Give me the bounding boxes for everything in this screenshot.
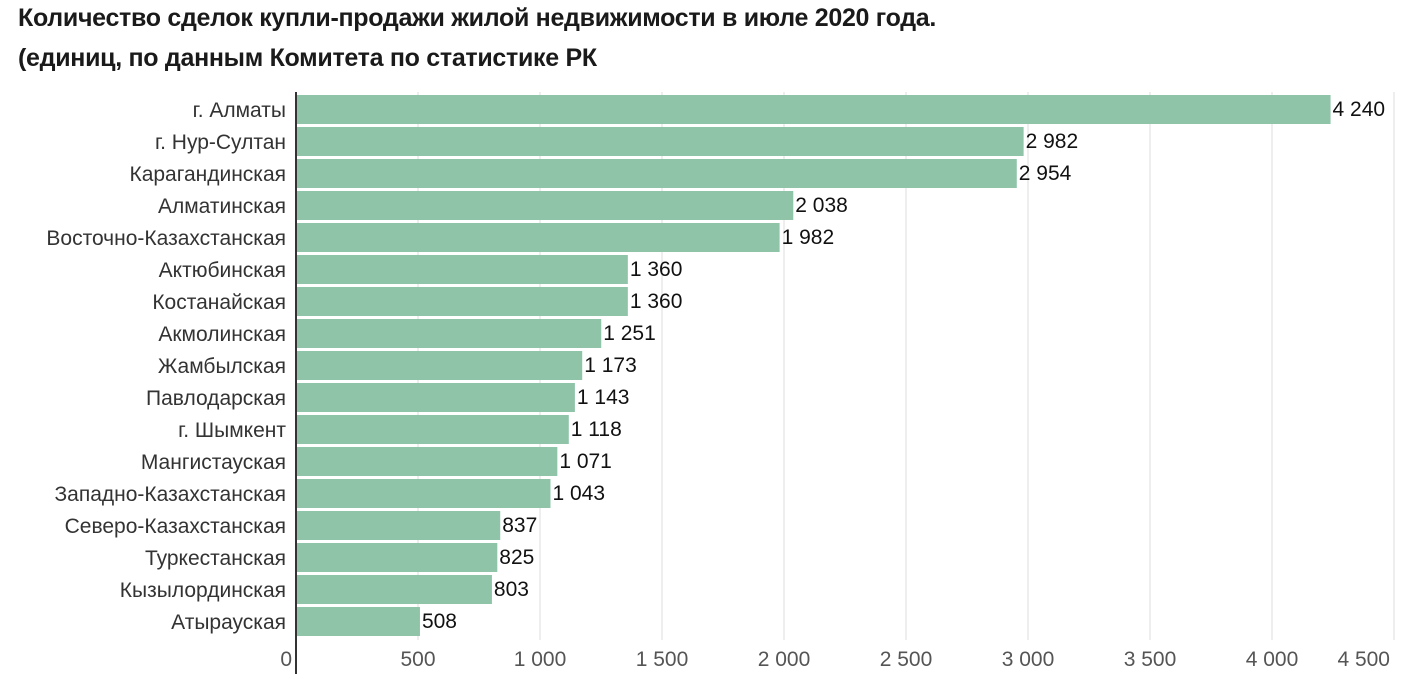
category-label: г. Алматы — [193, 99, 286, 122]
bar — [296, 575, 492, 604]
bar — [296, 319, 602, 348]
category-label: Алматинская — [158, 195, 286, 218]
bar — [296, 191, 794, 220]
category-label: г. Шымкент — [178, 419, 286, 442]
category-label: Туркестанская — [145, 547, 286, 570]
x-tick-label: 1 000 — [514, 648, 567, 671]
bar — [296, 479, 551, 508]
category-label: Восточно-Казахстанская — [46, 227, 286, 250]
value-label: 1 360 — [630, 290, 683, 313]
value-label: 1 043 — [552, 482, 605, 505]
x-axis-ticks: 0 500 1 000 1 500 2 000 2 500 3 000 3 500 4 000 4… — [280, 648, 1390, 671]
value-label: 2 954 — [1019, 162, 1072, 185]
x-tick-label: 1 500 — [636, 648, 689, 671]
category-label: Западно-Казахстанская — [54, 483, 286, 506]
value-label: 1 071 — [559, 450, 612, 473]
bar — [296, 415, 569, 444]
bar — [296, 159, 1017, 188]
chart-subtitle: (единиц, по данным Комитета по статистик… — [18, 44, 597, 72]
value-label: 1 251 — [603, 322, 656, 345]
category-label: Актюбинская — [159, 259, 286, 282]
x-tick-label: 3 000 — [1002, 648, 1055, 671]
bar — [296, 95, 1331, 124]
x-tick-label: 4 000 — [1246, 648, 1299, 671]
x-tick-label: 500 — [400, 648, 435, 671]
x-tick-label: 3 500 — [1124, 648, 1177, 671]
bar — [296, 351, 583, 380]
bar — [296, 383, 575, 412]
category-labels: г. Алматы г. Нур-Султан Карагандинская Алма… — [46, 99, 286, 634]
chart-title: Количество сделок купли-продажи жилой не… — [18, 4, 937, 32]
category-label: Карагандинская — [129, 163, 286, 186]
value-label: 837 — [502, 514, 537, 537]
bar — [296, 447, 558, 476]
value-label: 4 240 — [1333, 98, 1386, 121]
bar — [296, 223, 780, 252]
value-label: 2 982 — [1026, 130, 1079, 153]
category-label: Павлодарская — [146, 387, 286, 410]
value-label: 2 038 — [795, 194, 848, 217]
bar — [296, 255, 628, 284]
category-label: Мангистауская — [141, 451, 286, 474]
bar — [296, 127, 1024, 156]
value-label: 508 — [422, 610, 457, 633]
bar — [296, 511, 501, 540]
category-label: Кызылординская — [120, 579, 286, 602]
category-label: г. Нур-Султан — [155, 131, 286, 154]
category-label: Атырауская — [171, 611, 286, 634]
value-label: 1 118 — [571, 418, 622, 441]
x-tick-label: 0 — [280, 648, 292, 671]
x-tick-label: 2 500 — [880, 648, 933, 671]
value-label: 803 — [494, 578, 529, 601]
value-label: 825 — [499, 546, 534, 569]
category-label: Северо-Казахстанская — [65, 515, 286, 538]
value-label: 1 173 — [584, 354, 637, 377]
value-label: 1 360 — [630, 258, 683, 281]
bar — [296, 607, 420, 636]
x-tick-label: 2 000 — [758, 648, 811, 671]
bar — [296, 543, 498, 572]
bars — [296, 95, 1331, 636]
bar — [296, 287, 628, 316]
value-label: 1 982 — [782, 226, 835, 249]
category-label: Костанайская — [152, 291, 286, 314]
value-labels: 4 240 2 982 2 954 2 038 1 982 1 360 1 360 1 251… — [422, 98, 1385, 633]
x-tick-label: 4 500 — [1337, 648, 1390, 671]
value-label: 1 143 — [577, 386, 630, 409]
category-label: Жамбылская — [158, 355, 286, 378]
category-label: Акмолинская — [158, 323, 286, 346]
